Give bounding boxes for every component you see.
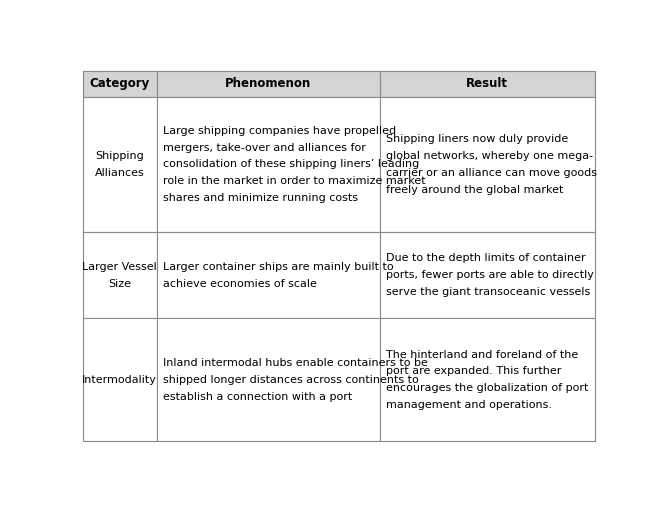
Text: Category: Category: [90, 77, 150, 90]
Text: Larger Vessel
Size: Larger Vessel Size: [83, 262, 157, 289]
Text: Shipping liners now duly provide
global networks, whereby one mega-
carrier or a: Shipping liners now duly provide global …: [386, 134, 597, 195]
Text: Larger container ships are mainly built to
achieve economies of scale: Larger container ships are mainly built …: [163, 262, 394, 289]
Text: Due to the depth limits of container
ports, fewer ports are able to directly
ser: Due to the depth limits of container por…: [386, 253, 594, 297]
Bar: [83, 71, 157, 97]
Text: Phenomenon: Phenomenon: [225, 77, 311, 90]
Bar: [157, 97, 379, 232]
Text: Shipping
Alliances: Shipping Alliances: [95, 151, 145, 178]
Text: Inland intermodal hubs enable containers to be
shipped longer distances across c: Inland intermodal hubs enable containers…: [163, 358, 428, 402]
Bar: [157, 319, 379, 441]
Bar: [379, 97, 595, 232]
Text: Result: Result: [466, 77, 508, 90]
Bar: [83, 232, 157, 319]
Bar: [83, 97, 157, 232]
Text: Intermodality: Intermodality: [83, 375, 157, 385]
Bar: [157, 71, 379, 97]
Text: The hinterland and foreland of the
port are expanded. This further
encourages th: The hinterland and foreland of the port …: [386, 350, 588, 410]
Bar: [379, 232, 595, 319]
Bar: [157, 232, 379, 319]
Text: Large shipping companies have propelled
mergers, take-over and alliances for
con: Large shipping companies have propelled …: [163, 126, 426, 203]
Bar: [379, 71, 595, 97]
Bar: [83, 319, 157, 441]
Bar: [379, 319, 595, 441]
